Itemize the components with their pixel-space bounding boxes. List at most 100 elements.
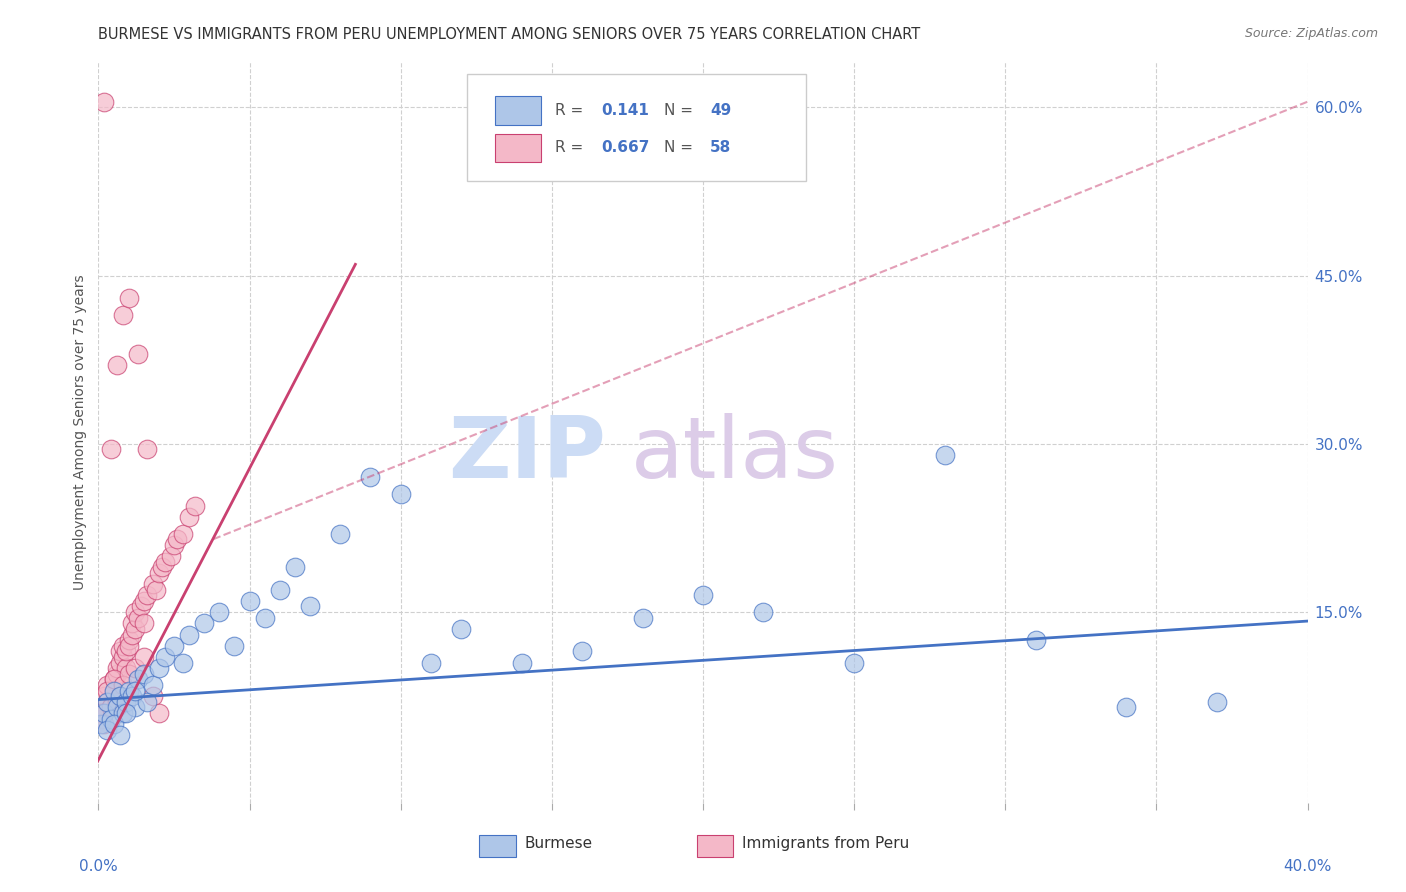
Point xyxy=(269,582,291,597)
Point xyxy=(571,644,593,658)
Point xyxy=(163,639,186,653)
Point xyxy=(96,678,118,692)
Point xyxy=(510,656,533,670)
Point xyxy=(389,487,412,501)
Point xyxy=(118,683,141,698)
Point xyxy=(105,661,128,675)
Point xyxy=(692,588,714,602)
Point xyxy=(129,599,152,614)
Point xyxy=(145,582,167,597)
Text: 0.667: 0.667 xyxy=(602,140,650,155)
Point xyxy=(124,661,146,675)
Point xyxy=(105,695,128,709)
Point xyxy=(127,610,149,624)
Point xyxy=(90,706,112,720)
Text: BURMESE VS IMMIGRANTS FROM PERU UNEMPLOYMENT AMONG SENIORS OVER 75 YEARS CORRELA: BURMESE VS IMMIGRANTS FROM PERU UNEMPLOY… xyxy=(98,27,921,42)
Point xyxy=(124,683,146,698)
FancyBboxPatch shape xyxy=(479,835,516,857)
Text: 40.0%: 40.0% xyxy=(1284,859,1331,874)
Point xyxy=(160,549,183,563)
Text: 58: 58 xyxy=(710,140,731,155)
Point xyxy=(179,509,201,524)
Point xyxy=(100,712,122,726)
Point xyxy=(96,683,118,698)
Point xyxy=(118,291,141,305)
Point xyxy=(108,644,131,658)
Point xyxy=(135,442,157,457)
FancyBboxPatch shape xyxy=(697,835,734,857)
Text: 0.141: 0.141 xyxy=(602,103,650,118)
Point xyxy=(111,650,134,665)
Point xyxy=(631,610,654,624)
Point xyxy=(105,700,128,714)
FancyBboxPatch shape xyxy=(495,134,541,161)
Point xyxy=(184,499,207,513)
Point xyxy=(114,661,136,675)
Point xyxy=(124,622,146,636)
Point xyxy=(108,690,131,704)
Point xyxy=(124,605,146,619)
Point xyxy=(103,683,125,698)
Point xyxy=(108,690,131,704)
Point xyxy=(111,639,134,653)
Point xyxy=(1024,633,1046,648)
Point xyxy=(111,706,134,720)
Point xyxy=(135,588,157,602)
Point xyxy=(111,678,134,692)
Point xyxy=(148,661,170,675)
Text: R =: R = xyxy=(555,140,589,155)
Point xyxy=(93,706,115,720)
Point xyxy=(100,700,122,714)
Point xyxy=(114,644,136,658)
Point xyxy=(118,666,141,681)
Y-axis label: Unemployment Among Seniors over 75 years: Unemployment Among Seniors over 75 years xyxy=(73,275,87,591)
Point xyxy=(450,622,472,636)
Point xyxy=(148,706,170,720)
Point xyxy=(127,347,149,361)
Text: Burmese: Burmese xyxy=(524,836,592,851)
Point xyxy=(179,627,201,641)
Point xyxy=(1206,695,1229,709)
Point xyxy=(132,616,155,631)
Point xyxy=(420,656,443,670)
Point xyxy=(360,470,382,484)
Point xyxy=(142,678,165,692)
Point xyxy=(172,526,194,541)
Point xyxy=(103,717,125,731)
Point xyxy=(93,690,115,704)
Point xyxy=(153,555,176,569)
Point xyxy=(121,627,143,641)
Point xyxy=(103,673,125,687)
Point xyxy=(142,690,165,704)
Point xyxy=(142,577,165,591)
Text: N =: N = xyxy=(664,140,699,155)
Point xyxy=(96,695,118,709)
Point xyxy=(108,656,131,670)
Text: N =: N = xyxy=(664,103,699,118)
Point xyxy=(193,616,215,631)
Point xyxy=(114,706,136,720)
Text: R =: R = xyxy=(555,103,589,118)
Point xyxy=(1115,700,1137,714)
Point xyxy=(172,656,194,670)
Point xyxy=(127,673,149,687)
Text: Immigrants from Peru: Immigrants from Peru xyxy=(742,836,908,851)
Point xyxy=(135,695,157,709)
Point xyxy=(111,308,134,322)
Point xyxy=(284,560,307,574)
Point xyxy=(844,656,866,670)
Point xyxy=(150,560,173,574)
Point xyxy=(100,442,122,457)
Point xyxy=(105,666,128,681)
Point xyxy=(100,700,122,714)
Point xyxy=(329,526,352,541)
Point xyxy=(90,712,112,726)
Point xyxy=(118,639,141,653)
Point xyxy=(299,599,322,614)
Point xyxy=(93,717,115,731)
Point xyxy=(153,650,176,665)
Text: 49: 49 xyxy=(710,103,731,118)
Point xyxy=(752,605,775,619)
Point xyxy=(114,695,136,709)
Point xyxy=(934,448,956,462)
